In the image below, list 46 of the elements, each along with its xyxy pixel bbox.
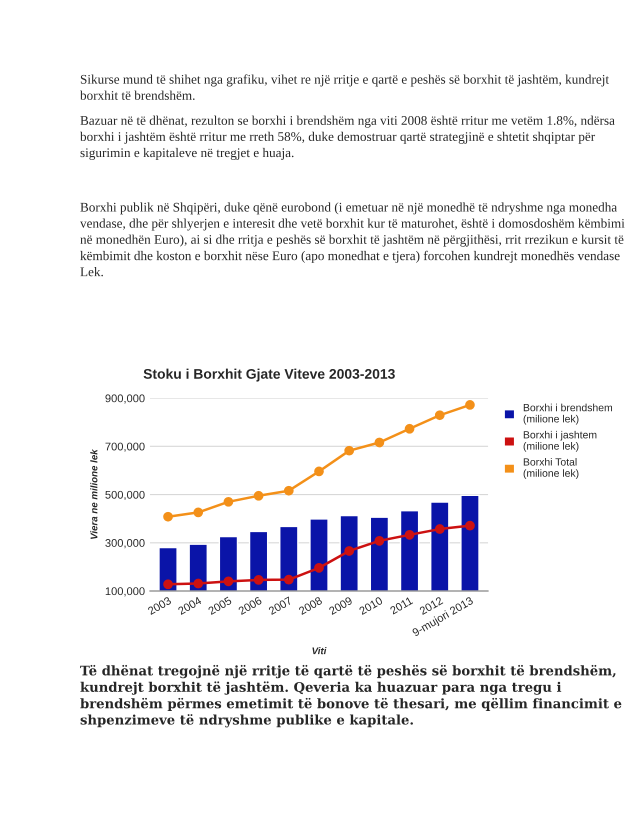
x-tick-label: 2003 [147, 596, 172, 616]
point [224, 576, 234, 586]
chart-title: Stoku i Borxhit Gjate Viteve 2003-2013 [144, 368, 395, 382]
point [404, 424, 414, 434]
point [163, 579, 173, 590]
y-tick-label: 500,000 [105, 490, 145, 500]
x-tick-label: 2005 [208, 596, 232, 616]
point [224, 496, 234, 507]
point [374, 438, 384, 448]
point [314, 562, 324, 573]
legend-label: Borxhi i jashtem (milione lek) [524, 430, 596, 452]
point [314, 466, 324, 476]
x-axis-title: Viti [312, 647, 327, 654]
point [163, 512, 173, 522]
x-tick-label: 2004 [177, 596, 202, 616]
point [434, 524, 445, 534]
y-tick-label: 300,000 [105, 539, 145, 548]
x-tick-label: 2009 [328, 596, 353, 616]
point [434, 410, 445, 420]
point [284, 486, 294, 496]
legend-label: Borxhi i brendshem (milione lek) [524, 404, 612, 425]
point [254, 575, 264, 585]
point [193, 578, 204, 588]
legend-label: Borxhi Total (milione lek) [524, 458, 578, 479]
y-tick-label: 900,000 [105, 394, 145, 404]
text: Borxhi publik në Shqipëri, duke qënë eurobond (i emetuar në një monedhë të ndryshme nga monedha vendase, dhe për shlyerjen e interesit dhe vetë borxhit kur të maturohet, është i domosdoshëm këmbimi në monedhën Euro), ai si dhe rritja e peshës së borxhit të jashtëm në përgjithësi, rrit rrezikun e kursit të këmbimit dhe koston e borxhit nëse Euro (apo monedhat e tjera) forcohen kundrejt monedhës vendase Lek. [80, 202, 625, 276]
y-axis-title: Viera ne milione lek [90, 448, 98, 539]
y-tick-label: 700,000 [105, 442, 145, 452]
point [465, 400, 475, 410]
point [284, 574, 294, 585]
x-tick-label: 2011 [390, 596, 414, 615]
text: Bazuar në të dhënat, rezulton se borxhi i brendshëm nga viti 2008 është rritur me vetëm 1.8%, ndërsa borxhi i jashtëm është rritur me rreth 58%, duke demostruar qartë strategjinë e shtetit shqiptar për sigurimin e kapitaleve në tregjet e huaja. [80, 116, 615, 160]
x-tick-label: 2006 [238, 596, 262, 616]
y-tick-label: 100,000 [106, 587, 145, 596]
point [404, 530, 414, 540]
x-tick-label: 2007 [268, 596, 292, 616]
text: Sikurse mund të shihet nga grafiku, vihet re një rritje e qartë e peshës së borxhit të jashtëm, kundrejt borxhit të brendshëm. [80, 74, 610, 100]
x-tick-label: 2008 [298, 596, 323, 616]
point [344, 546, 354, 556]
point [344, 446, 354, 456]
point [374, 536, 384, 546]
x-tick-label: 2010 [358, 596, 384, 616]
point [193, 508, 204, 518]
text: Të dhënat tregojnë një rritje të qartë të peshës së borxhit të brendshëm, kundrejt borxhit të jashtëm. Qeveria ka huazuar para nga tregu i brendshëm përmes emetimit të bonove të thesari, me qëllim financimit e shpenzimeve të ndryshme publike e kapitale. [80, 664, 622, 728]
point [465, 520, 475, 531]
point [254, 490, 264, 501]
